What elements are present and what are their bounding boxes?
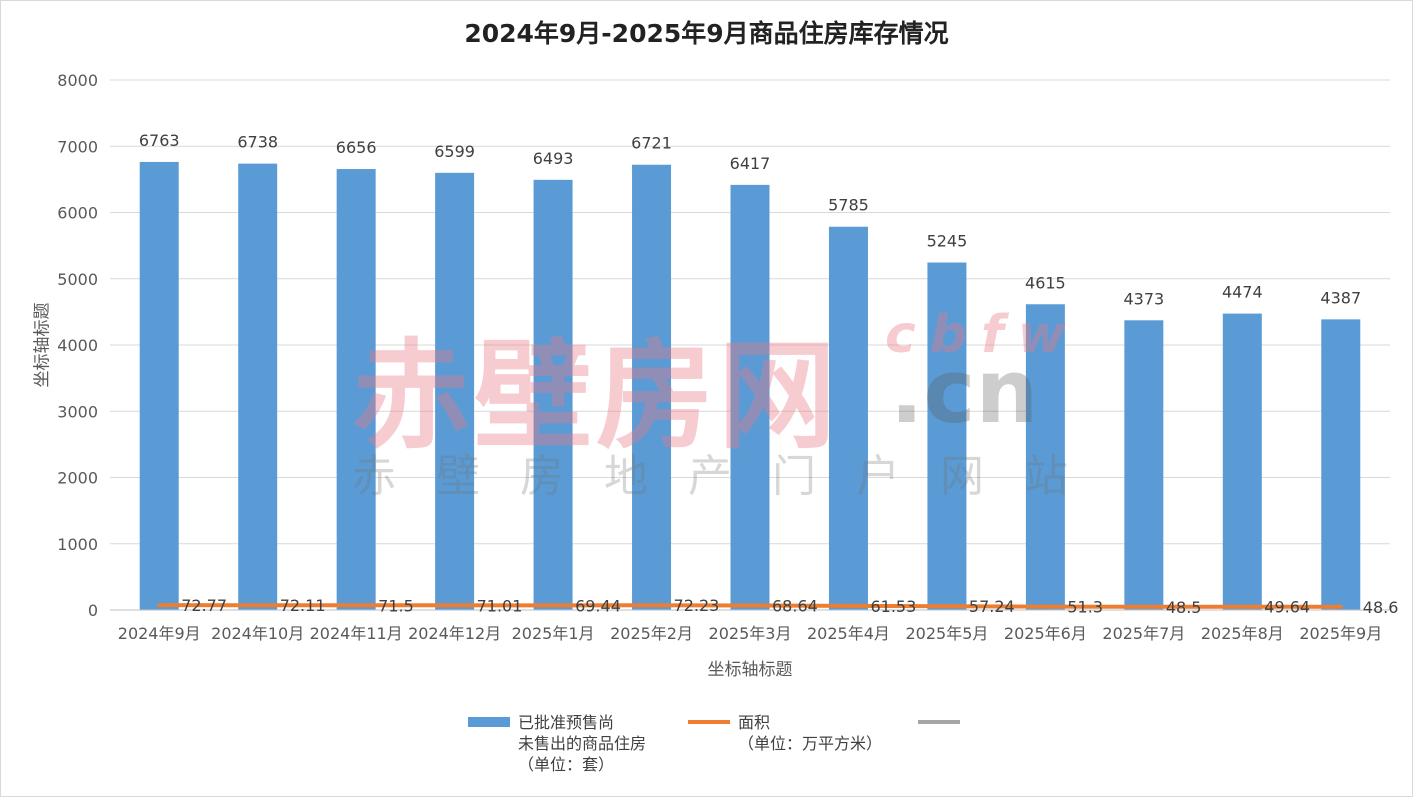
y-tick-label: 3000 bbox=[57, 402, 98, 421]
bar-data-label: 5245 bbox=[927, 232, 968, 251]
line-data-label: 68.64 bbox=[772, 596, 818, 615]
bar bbox=[632, 164, 672, 610]
watermark-subtitle: 赤壁房地产门户网站 bbox=[352, 451, 1108, 502]
x-tick-label: 2024年9月 bbox=[118, 624, 201, 643]
bar-data-label: 4373 bbox=[1123, 289, 1164, 308]
legend-label-area: 面积 （单位：万平方米） bbox=[738, 713, 883, 753]
bar bbox=[1321, 319, 1361, 610]
watermark-main: 赤壁房网 bbox=[352, 327, 841, 465]
line-data-label: 57.24 bbox=[969, 597, 1015, 616]
legend-swatch-bar bbox=[468, 717, 510, 727]
x-tick-label: 2025年3月 bbox=[709, 624, 792, 643]
y-tick-label: 1000 bbox=[57, 535, 98, 554]
bar bbox=[730, 184, 770, 610]
bar bbox=[1025, 304, 1065, 610]
line-data-label: 49.64 bbox=[1264, 598, 1310, 617]
line-data-label: 72.77 bbox=[181, 596, 227, 615]
bar bbox=[1124, 320, 1164, 610]
y-tick-label: 5000 bbox=[57, 270, 98, 289]
x-tick-label: 2025年8月 bbox=[1201, 624, 1284, 643]
watermark-domain-bottom: .cn bbox=[890, 340, 1039, 443]
legend-swatch-line-gray bbox=[918, 720, 960, 724]
legend-item-units: 已批准预售尚 未售出的商品住房 （单位：套） bbox=[468, 712, 668, 775]
y-tick-label: 7000 bbox=[57, 137, 98, 156]
bar bbox=[238, 163, 278, 611]
line-data-label: 71.01 bbox=[477, 596, 523, 615]
bar bbox=[828, 226, 868, 610]
y-axis-title: 坐标轴标题 bbox=[32, 302, 53, 388]
chart-title: 2024年9月-2025年9月商品住房库存情况 bbox=[464, 19, 949, 48]
y-tick-label: 0 bbox=[88, 601, 98, 620]
chart-legend: 已批准预售尚 未售出的商品住房 （单位：套） 面积 （单位：万平方米） bbox=[468, 712, 988, 775]
area-line bbox=[157, 603, 1343, 609]
bar bbox=[139, 161, 179, 611]
legend-label-units: 已批准预售尚 未售出的商品住房 （单位：套） bbox=[518, 713, 647, 774]
watermark-domain-top: cbfw bbox=[885, 305, 1080, 365]
line-data-label: 72.11 bbox=[280, 596, 326, 615]
bar bbox=[1222, 313, 1262, 610]
y-tick-label: 4000 bbox=[57, 336, 98, 355]
bar bbox=[435, 172, 475, 610]
legend-item-empty bbox=[918, 712, 968, 775]
bar-data-label: 6738 bbox=[237, 133, 278, 152]
bar-data-label: 6417 bbox=[730, 154, 771, 173]
legend-item-area: 面积 （单位：万平方米） bbox=[688, 712, 898, 775]
bar-data-label: 6763 bbox=[139, 131, 180, 150]
line-data-label: 48.6 bbox=[1363, 598, 1399, 617]
x-tick-label: 2025年9月 bbox=[1299, 624, 1382, 643]
y-tick-label: 2000 bbox=[57, 469, 98, 488]
x-tick-label: 2025年4月 bbox=[807, 624, 890, 643]
x-axis-title: 坐标轴标题 bbox=[707, 660, 793, 680]
x-tick-label: 2025年1月 bbox=[512, 624, 595, 643]
y-tick-label: 8000 bbox=[57, 71, 98, 90]
line-data-label: 51.3 bbox=[1067, 598, 1103, 617]
line-data-label: 61.53 bbox=[870, 597, 916, 616]
x-tick-label: 2024年10月 bbox=[211, 624, 304, 643]
bar-data-label: 6493 bbox=[533, 149, 574, 168]
bar-data-label: 4474 bbox=[1222, 283, 1263, 302]
bar-data-label: 6721 bbox=[631, 134, 672, 153]
bar-data-label: 6656 bbox=[336, 138, 377, 157]
line-data-label: 69.44 bbox=[575, 596, 621, 615]
x-tick-label: 2024年11月 bbox=[310, 624, 403, 643]
line-data-label: 71.5 bbox=[378, 596, 414, 615]
x-tick-label: 2025年6月 bbox=[1004, 624, 1087, 643]
bar bbox=[927, 262, 967, 610]
line-data-label: 48.5 bbox=[1166, 598, 1202, 617]
bar-data-label: 4615 bbox=[1025, 273, 1066, 292]
x-tick-label: 2025年5月 bbox=[905, 624, 988, 643]
bar-data-label: 6599 bbox=[434, 142, 475, 161]
x-tick-label: 2025年2月 bbox=[610, 624, 693, 643]
legend-swatch-line-orange bbox=[688, 720, 730, 724]
y-tick-label: 6000 bbox=[57, 204, 98, 223]
x-tick-label: 2025年7月 bbox=[1102, 624, 1185, 643]
bar bbox=[336, 169, 376, 611]
bar-data-label: 5785 bbox=[828, 196, 869, 215]
bar bbox=[533, 179, 573, 610]
bar-data-label: 4387 bbox=[1320, 288, 1361, 307]
line-data-label: 72.23 bbox=[674, 596, 720, 615]
x-tick-label: 2024年12月 bbox=[408, 624, 501, 643]
